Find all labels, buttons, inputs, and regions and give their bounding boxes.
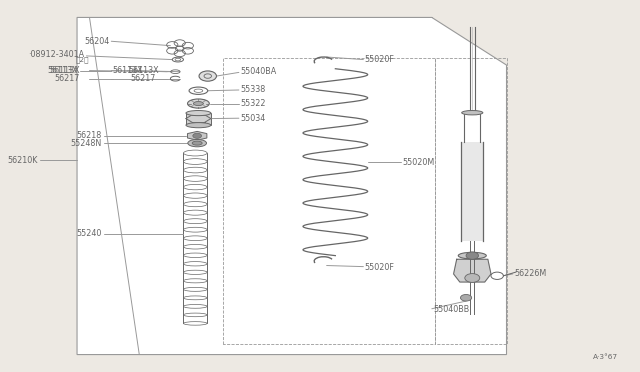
Text: 56218: 56218 <box>77 131 102 140</box>
Polygon shape <box>188 131 207 140</box>
Ellipse shape <box>188 140 207 147</box>
Bar <box>186 113 211 125</box>
Text: 56204: 56204 <box>84 37 109 46</box>
Circle shape <box>466 252 479 259</box>
Text: 55322: 55322 <box>240 99 266 108</box>
Text: 56226M: 56226M <box>515 269 547 279</box>
Text: 55020F: 55020F <box>365 263 394 272</box>
Ellipse shape <box>186 123 211 128</box>
Text: 56217: 56217 <box>55 74 80 83</box>
Text: 56113X: 56113X <box>49 66 80 75</box>
Ellipse shape <box>461 110 483 115</box>
Text: 56113X: 56113X <box>47 66 78 75</box>
Circle shape <box>199 71 216 81</box>
Polygon shape <box>454 259 491 282</box>
Text: A·3°67: A·3°67 <box>593 354 618 360</box>
Text: 55040BB: 55040BB <box>434 305 470 314</box>
Circle shape <box>460 295 472 301</box>
Text: 55040BA: 55040BA <box>240 67 276 76</box>
Ellipse shape <box>458 252 486 259</box>
Ellipse shape <box>193 102 204 106</box>
Text: 55020F: 55020F <box>365 55 394 64</box>
Text: 56113X: 56113X <box>112 66 143 75</box>
Polygon shape <box>77 17 506 355</box>
Text: 55240: 55240 <box>77 229 102 238</box>
Text: 55034: 55034 <box>240 114 266 123</box>
Circle shape <box>193 133 202 138</box>
Ellipse shape <box>186 110 211 116</box>
Text: 56217: 56217 <box>131 74 156 83</box>
Text: 〈2〉: 〈2〉 <box>76 56 90 63</box>
Text: ·08912-3401A: ·08912-3401A <box>28 49 84 58</box>
Circle shape <box>465 273 480 282</box>
Text: 56210K: 56210K <box>8 156 38 165</box>
Text: 55020M: 55020M <box>403 158 435 167</box>
Ellipse shape <box>192 141 202 145</box>
Text: 55338: 55338 <box>240 86 266 94</box>
Bar <box>461 142 483 241</box>
Text: 56113X: 56113X <box>129 66 159 75</box>
Text: 55248N: 55248N <box>70 139 102 148</box>
Ellipse shape <box>188 99 209 108</box>
